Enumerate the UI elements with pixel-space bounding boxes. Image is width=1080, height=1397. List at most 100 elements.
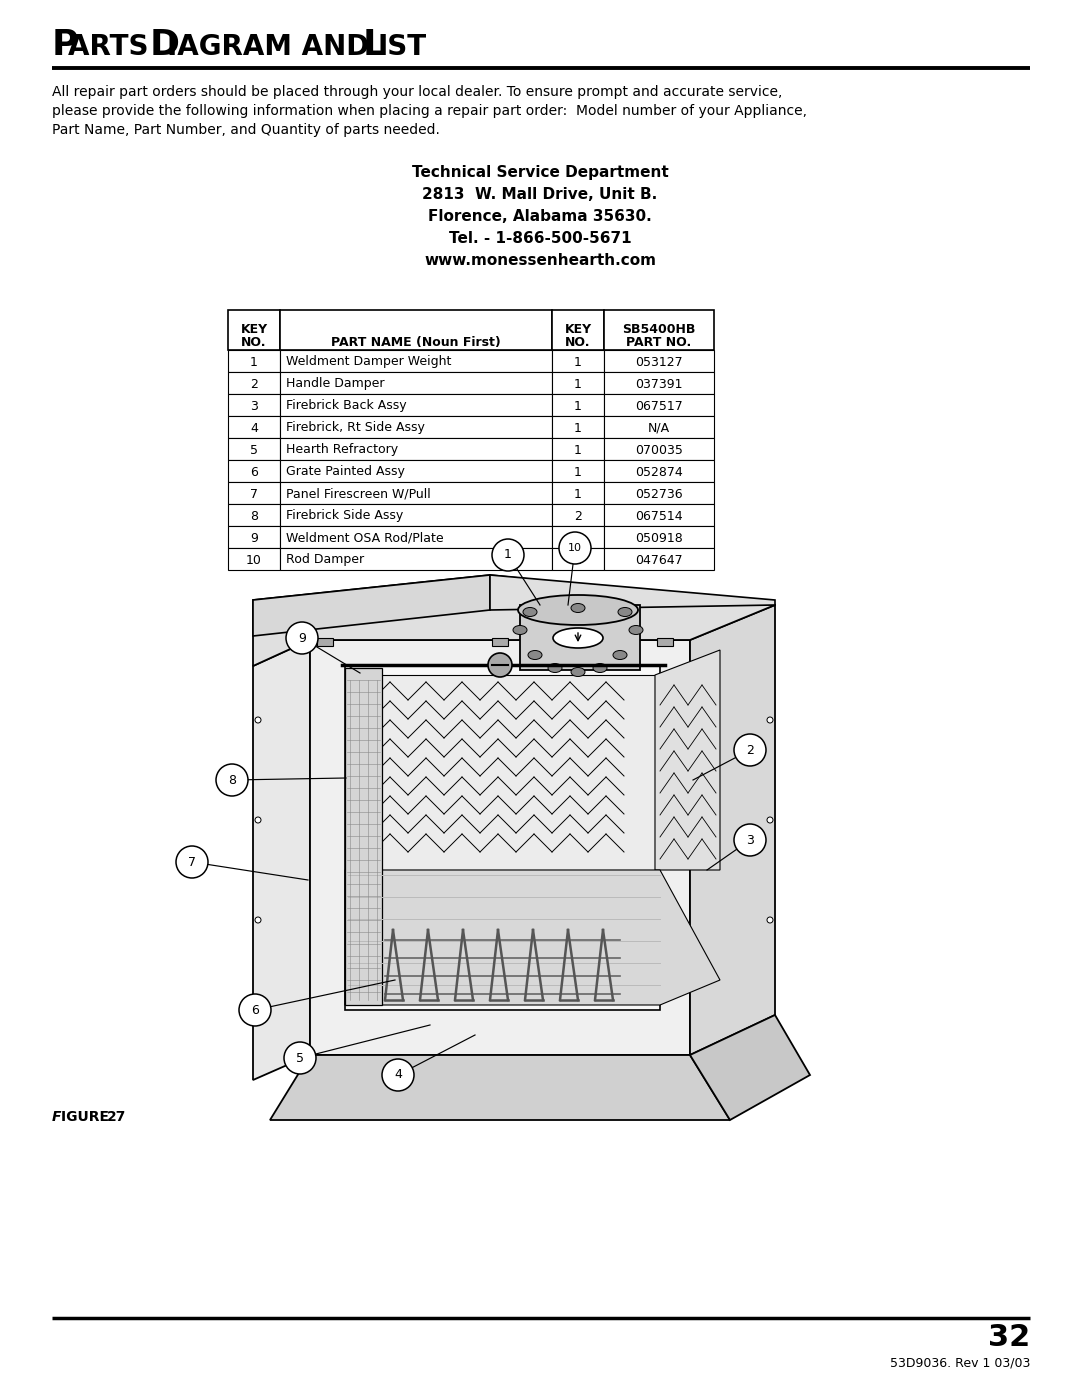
Text: 7: 7	[249, 488, 258, 500]
Polygon shape	[370, 675, 654, 870]
Bar	[228, 439, 280, 460]
Circle shape	[216, 764, 248, 796]
Circle shape	[734, 824, 766, 856]
Ellipse shape	[528, 651, 542, 659]
Ellipse shape	[518, 595, 638, 624]
Bar	[552, 439, 604, 460]
Text: 053127: 053127	[635, 355, 683, 369]
Text: Grate Painted Assy: Grate Painted Assy	[286, 465, 405, 479]
Text: www.monessenhearth.com: www.monessenhearth.com	[424, 253, 656, 268]
Polygon shape	[310, 640, 690, 1055]
Text: Tel. - 1-866-500-5671: Tel. - 1-866-500-5671	[448, 231, 632, 246]
Bar	[604, 482, 714, 504]
Bar	[280, 504, 552, 527]
Text: L: L	[363, 28, 386, 61]
Text: 8: 8	[249, 510, 258, 522]
Circle shape	[255, 1017, 261, 1023]
Text: Weldment OSA Rod/Plate: Weldment OSA Rod/Plate	[286, 531, 444, 545]
Text: 3: 3	[746, 834, 754, 847]
Polygon shape	[519, 605, 640, 671]
Text: 1: 1	[575, 443, 582, 457]
Bar	[280, 482, 552, 504]
Circle shape	[382, 1059, 414, 1091]
Bar	[604, 548, 714, 570]
Circle shape	[239, 995, 271, 1025]
Bar	[280, 351, 552, 372]
Text: IGURE: IGURE	[60, 1111, 113, 1125]
Text: 047647: 047647	[635, 553, 683, 567]
Text: 2: 2	[575, 531, 582, 545]
Text: 2: 2	[575, 510, 582, 522]
Text: PART NO.: PART NO.	[626, 337, 691, 349]
Circle shape	[559, 532, 591, 564]
Text: 067514: 067514	[635, 510, 683, 522]
Text: 050918: 050918	[635, 531, 683, 545]
Polygon shape	[253, 640, 310, 1080]
Text: 3: 3	[251, 400, 258, 412]
Text: All repair part orders should be placed through your local dealer. To ensure pro: All repair part orders should be placed …	[52, 85, 782, 99]
Bar	[604, 504, 714, 527]
Circle shape	[284, 1042, 316, 1074]
Text: 5: 5	[249, 443, 258, 457]
Text: 1: 1	[575, 400, 582, 412]
Bar	[280, 416, 552, 439]
Ellipse shape	[613, 651, 627, 659]
Text: 7: 7	[188, 855, 195, 869]
Text: KEY: KEY	[241, 323, 268, 337]
Text: SB5400HB: SB5400HB	[622, 323, 696, 337]
Text: 052736: 052736	[635, 488, 683, 500]
Text: Hearth Refractory: Hearth Refractory	[286, 443, 399, 457]
Bar	[552, 482, 604, 504]
Bar	[552, 548, 604, 570]
Text: 6: 6	[251, 465, 258, 479]
Ellipse shape	[618, 608, 632, 616]
Bar	[604, 310, 714, 351]
Bar	[552, 527, 604, 548]
Polygon shape	[690, 1016, 810, 1120]
Text: 4: 4	[251, 422, 258, 434]
Text: 10: 10	[246, 553, 262, 567]
Bar	[552, 416, 604, 439]
Text: 2: 2	[746, 743, 754, 757]
Bar	[552, 394, 604, 416]
Text: 32: 32	[988, 1323, 1030, 1352]
Text: KEY: KEY	[565, 323, 592, 337]
Circle shape	[767, 817, 773, 823]
Text: ARTS: ARTS	[68, 34, 158, 61]
Text: Firebrick Back Assy: Firebrick Back Assy	[286, 400, 407, 412]
Polygon shape	[345, 668, 382, 1004]
Text: 10: 10	[568, 543, 582, 553]
Text: 1: 1	[251, 355, 258, 369]
Text: 1: 1	[575, 488, 582, 500]
Bar	[280, 310, 552, 351]
Circle shape	[176, 847, 208, 877]
Text: Technical Service Department: Technical Service Department	[411, 165, 669, 180]
Text: Rod Damper: Rod Damper	[286, 553, 364, 567]
Text: Firebrick Side Assy: Firebrick Side Assy	[286, 510, 403, 522]
Text: IAGRAM AND: IAGRAM AND	[167, 34, 379, 61]
Bar	[228, 482, 280, 504]
Ellipse shape	[571, 604, 585, 612]
Bar	[604, 394, 714, 416]
Bar	[280, 548, 552, 570]
Polygon shape	[253, 576, 775, 666]
Text: 2: 2	[251, 377, 258, 391]
Polygon shape	[345, 870, 720, 1004]
Ellipse shape	[571, 668, 585, 676]
Polygon shape	[490, 576, 775, 610]
Bar	[657, 638, 673, 645]
Bar	[228, 394, 280, 416]
Polygon shape	[253, 576, 490, 636]
Text: NO.: NO.	[241, 337, 267, 349]
Text: 9: 9	[298, 631, 306, 644]
Text: P: P	[52, 28, 79, 61]
Bar	[604, 416, 714, 439]
Text: 052874: 052874	[635, 465, 683, 479]
Bar	[552, 504, 604, 527]
Text: Handle Damper: Handle Damper	[286, 377, 384, 391]
Text: 1: 1	[575, 465, 582, 479]
Text: D: D	[150, 28, 180, 61]
Ellipse shape	[553, 629, 603, 648]
Bar	[604, 372, 714, 394]
Bar	[552, 310, 604, 351]
